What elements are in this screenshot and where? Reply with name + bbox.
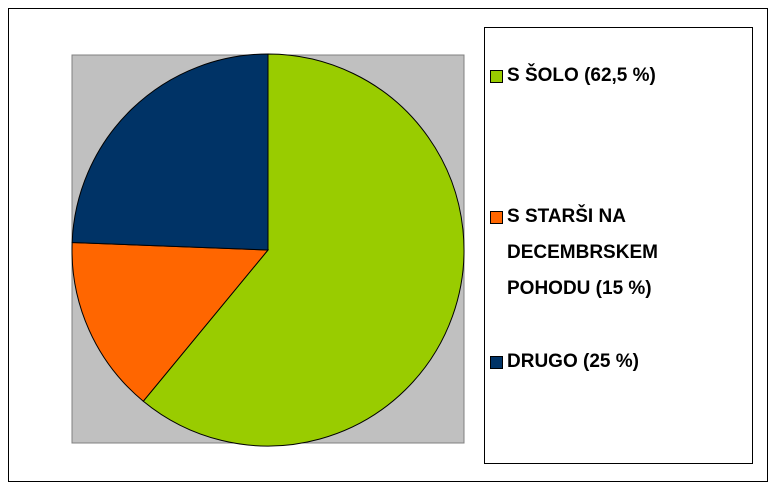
legend-swatch bbox=[490, 356, 503, 369]
legend-label: S ŠOLO (62,5 %) bbox=[507, 65, 656, 86]
pie-slice bbox=[142, 53, 465, 447]
legend: S ŠOLO (62,5 %) S STARŠI NA DECEMBRSKEM P… bbox=[484, 27, 753, 464]
legend-label: S STARŠI NA DECEMBRSKEM POHODU (15 %) bbox=[507, 206, 658, 299]
legend-entry: DRUGO (25 %) bbox=[490, 344, 730, 380]
pie-slice bbox=[71, 241, 270, 402]
legend-swatch bbox=[490, 70, 503, 83]
legend-entry: S STARŠI NA DECEMBRSKEM POHODU (15 %) bbox=[490, 199, 730, 307]
legend-entry: S ŠOLO (62,5 %) bbox=[490, 58, 730, 94]
legend-swatch bbox=[490, 211, 503, 224]
legend-label: DRUGO (25 %) bbox=[507, 351, 639, 372]
pie-slice bbox=[71, 53, 269, 251]
